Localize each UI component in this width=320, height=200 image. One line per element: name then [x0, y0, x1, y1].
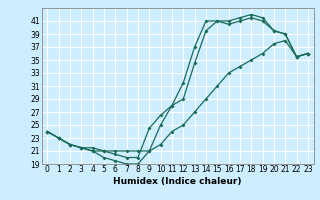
X-axis label: Humidex (Indice chaleur): Humidex (Indice chaleur) — [113, 177, 242, 186]
